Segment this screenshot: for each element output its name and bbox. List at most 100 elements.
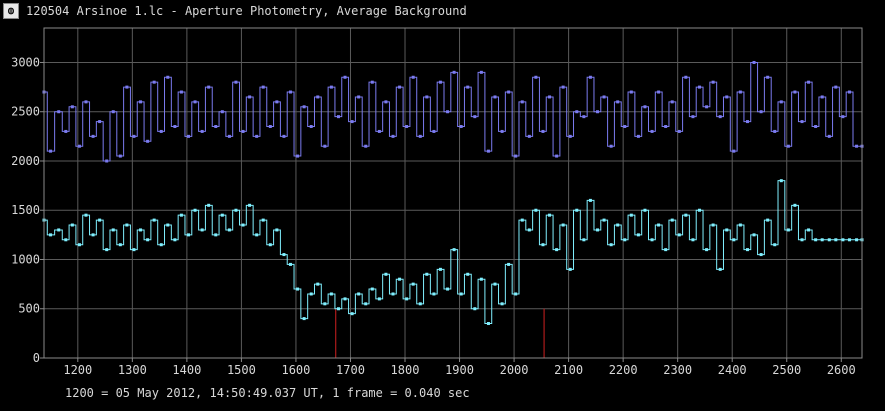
data-point (98, 218, 102, 222)
y-tick-label: 1500 (11, 203, 40, 217)
x-tick-label: 1800 (391, 363, 420, 377)
data-point (855, 144, 859, 148)
data-point (493, 95, 497, 99)
data-point (105, 159, 109, 163)
data-point (370, 287, 374, 291)
data-point (398, 85, 402, 89)
data-point (745, 248, 749, 252)
data-point (814, 238, 818, 242)
data-point (752, 60, 756, 64)
data-point (275, 100, 279, 104)
data-point (296, 287, 300, 291)
data-point (807, 228, 811, 232)
data-point (732, 149, 736, 153)
x-tick-label: 2300 (663, 363, 692, 377)
x-tick-label: 1400 (172, 363, 201, 377)
data-point (725, 95, 729, 99)
data-point (179, 90, 183, 94)
y-tick-label: 500 (18, 302, 40, 316)
data-point (438, 267, 442, 271)
data-point (452, 248, 456, 252)
data-point (220, 110, 224, 114)
data-point (179, 213, 183, 217)
app-icon[interactable]: 𝕠 (3, 3, 19, 19)
upper-series (42, 60, 864, 163)
data-point (425, 95, 429, 99)
data-point (855, 238, 859, 242)
data-point (343, 297, 347, 301)
data-point (200, 228, 204, 232)
data-point (282, 134, 286, 138)
data-point (670, 100, 674, 104)
data-point (745, 120, 749, 124)
data-point (364, 144, 368, 148)
data-point (697, 208, 701, 212)
data-point (214, 233, 218, 237)
data-point (548, 213, 552, 217)
data-point (309, 292, 313, 296)
data-point (193, 208, 197, 212)
data-point (759, 253, 763, 257)
data-point (398, 277, 402, 281)
data-point (261, 85, 265, 89)
data-point (302, 317, 306, 321)
data-point (602, 218, 606, 222)
data-point (187, 233, 191, 237)
data-point (159, 129, 163, 133)
data-point (57, 228, 61, 232)
data-point (609, 144, 613, 148)
data-point (773, 243, 777, 247)
data-point (629, 213, 633, 217)
x-tick-label: 1900 (445, 363, 474, 377)
data-point (793, 90, 797, 94)
data-point (227, 134, 231, 138)
data-point (841, 238, 845, 242)
data-point (336, 307, 340, 311)
data-point (493, 282, 497, 286)
data-point (173, 125, 177, 129)
data-point (248, 95, 252, 99)
data-point (166, 75, 170, 79)
data-point (357, 292, 361, 296)
data-point (697, 85, 701, 89)
data-point (411, 282, 415, 286)
data-point (227, 228, 231, 232)
x-tick-label: 1500 (227, 363, 256, 377)
data-point (759, 110, 763, 114)
data-point (691, 238, 695, 242)
data-point (377, 297, 381, 301)
x-tick-label: 1700 (336, 363, 365, 377)
data-point (57, 110, 61, 114)
data-point (255, 233, 259, 237)
data-point (588, 75, 592, 79)
data-point (432, 292, 436, 296)
x-tick-label: 2000 (500, 363, 529, 377)
data-point (118, 154, 122, 158)
data-point (377, 129, 381, 133)
data-point (111, 228, 115, 232)
data-point (370, 80, 374, 84)
data-point (411, 75, 415, 79)
data-point (125, 223, 129, 227)
y-tick-label: 2000 (11, 154, 40, 168)
data-point (507, 90, 511, 94)
data-point (575, 110, 579, 114)
data-point (555, 248, 559, 252)
data-point (255, 134, 259, 138)
data-point (820, 238, 824, 242)
data-point (473, 115, 477, 119)
data-point (84, 100, 88, 104)
data-point (541, 129, 545, 133)
data-point (561, 223, 565, 227)
data-point (847, 90, 851, 94)
data-point (466, 85, 470, 89)
data-point (643, 105, 647, 109)
chart-grid (40, 28, 862, 362)
data-point (357, 95, 361, 99)
data-point (616, 223, 620, 227)
data-point (207, 203, 211, 207)
x-tick-label: 2200 (609, 363, 638, 377)
data-point (473, 307, 477, 311)
data-point (500, 129, 504, 133)
data-point (514, 292, 518, 296)
